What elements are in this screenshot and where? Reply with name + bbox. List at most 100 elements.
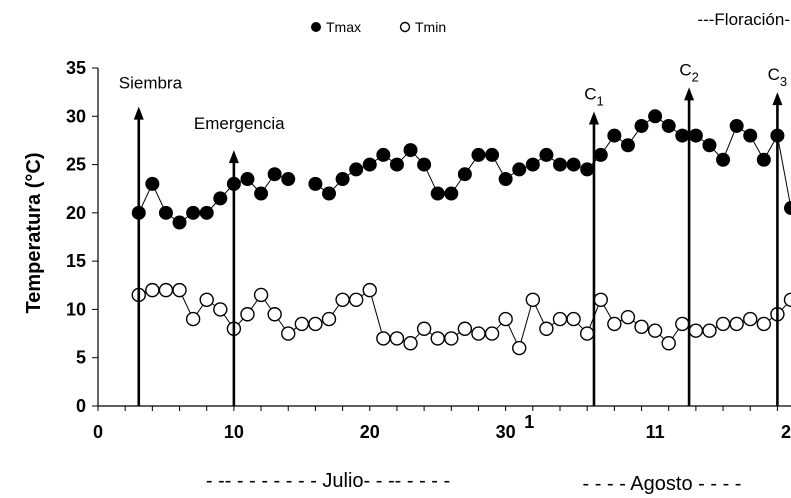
data-point-tmin	[743, 311, 758, 327]
data-point-tmax	[498, 172, 513, 187]
data-point-tmin	[675, 316, 690, 332]
data-point-tmin	[240, 307, 255, 322]
data-point-tmax	[335, 172, 350, 187]
data-point-tmin	[389, 331, 405, 346]
data-point-tmax	[267, 167, 282, 182]
data-point-tmax	[512, 162, 527, 177]
data-point-tmax	[566, 157, 581, 172]
data-point-tmin	[484, 326, 500, 341]
data-point-tmin	[498, 311, 513, 327]
annotation-layer: Siembra Emergencia C1 C2 C3	[119, 60, 787, 406]
data-point-tmax	[729, 118, 744, 133]
data-point-tmax	[240, 172, 255, 187]
data-point-tmin	[715, 316, 731, 332]
data-point-tmin	[647, 323, 663, 338]
data-point-tmin	[281, 326, 296, 341]
arrow-head-c1	[588, 111, 599, 125]
annotation-label-c3: C3	[768, 65, 788, 89]
y-axis-title: Temperatura (°C)	[23, 153, 45, 314]
data-point-tmax	[702, 138, 717, 153]
data-point-tmin	[376, 331, 391, 346]
data-point-tmax	[281, 172, 296, 187]
data-point-tmin	[702, 323, 717, 338]
series-layer	[131, 109, 791, 356]
y-tick-label: 35	[66, 58, 86, 78]
x-tick-label: 30	[496, 422, 516, 442]
annotation-label-siembra: Siembra	[119, 74, 183, 93]
legend-marker-tmin	[399, 21, 411, 33]
data-point-tmin	[661, 336, 676, 351]
data-point-tmax	[389, 157, 404, 172]
month-label-julio: - -- - - - - - - - Julio- - -- - - - -	[206, 470, 450, 492]
data-point-tmin	[158, 282, 174, 298]
data-point-tmin	[362, 282, 377, 298]
data-point-tmin	[430, 331, 445, 346]
data-point-tmin	[416, 321, 432, 336]
data-point-tmax	[648, 109, 663, 124]
arrow-head-c3	[772, 92, 783, 106]
data-point-tmax	[457, 167, 472, 182]
data-point-tmin	[579, 326, 595, 341]
data-point-tmax	[186, 205, 201, 220]
data-point-tmax	[485, 147, 500, 162]
data-point-tmax	[661, 118, 676, 133]
data-point-tmin	[552, 311, 568, 327]
data-point-tmin	[403, 336, 418, 351]
data-point-tmax	[688, 128, 703, 143]
data-point-tmin	[756, 316, 772, 332]
arrow-head-c2	[684, 87, 695, 101]
data-point-tmin	[335, 292, 350, 307]
data-point-tmin	[688, 323, 704, 338]
month-label-agosto: - - - - Agosto - - - -	[583, 473, 742, 495]
data-point-tmax	[172, 215, 187, 230]
data-point-tmin	[145, 282, 160, 298]
y-tick-label: 20	[66, 203, 86, 223]
annotation-label-emergencia: Emergencia	[194, 114, 285, 133]
legend-label-tmin: Tmin	[415, 19, 446, 35]
data-point-tmax	[199, 205, 214, 220]
data-point-tmax	[308, 176, 323, 191]
data-point-tmin	[471, 326, 486, 341]
legend-label-tmax: Tmax	[326, 19, 361, 35]
data-point-tmax	[444, 186, 459, 201]
data-point-tmin	[267, 307, 282, 322]
data-point-tmin	[213, 302, 228, 317]
data-point-tmin	[172, 282, 187, 298]
y-tick-label: 15	[66, 251, 86, 271]
data-point-tmax	[553, 157, 567, 172]
data-point-tmin	[634, 319, 649, 335]
data-point-tmin	[348, 292, 364, 307]
data-point-tmin	[444, 331, 459, 346]
x-tick-label: 11	[646, 422, 665, 442]
data-point-tmin	[593, 292, 608, 307]
y-tick-label: 25	[66, 155, 86, 175]
y-tick-label: 0	[76, 396, 86, 416]
x-tick-label: 21	[781, 422, 791, 442]
legend: Tmax Tmin	[311, 19, 446, 35]
data-point-tmin	[199, 292, 214, 307]
data-point-tmax	[784, 201, 791, 216]
data-point-tmin	[512, 340, 527, 356]
legend-marker-tmax	[311, 22, 321, 32]
data-point-tmax	[756, 152, 771, 167]
x-tick-superscript: 1	[524, 412, 534, 432]
data-point-tmin	[525, 292, 541, 307]
data-point-tmax	[430, 186, 445, 201]
data-point-tmax	[349, 162, 364, 177]
data-point-tmax	[593, 147, 608, 162]
data-point-tmax	[620, 138, 635, 153]
x-tick-label: 0	[93, 422, 103, 442]
data-point-tmax	[403, 143, 418, 158]
data-point-tmax	[525, 157, 540, 172]
data-point-tmin	[185, 311, 201, 327]
arrow-head-emergencia	[228, 150, 239, 164]
data-point-tmax	[539, 147, 554, 162]
data-point-tmin	[253, 287, 269, 303]
data-point-tmax	[158, 205, 173, 220]
annotation-label-c2: C2	[679, 60, 699, 84]
data-point-tmin	[620, 309, 636, 325]
x-tick-label: 20	[360, 422, 380, 442]
data-point-tmax	[471, 147, 486, 162]
data-point-tmin	[539, 321, 554, 336]
